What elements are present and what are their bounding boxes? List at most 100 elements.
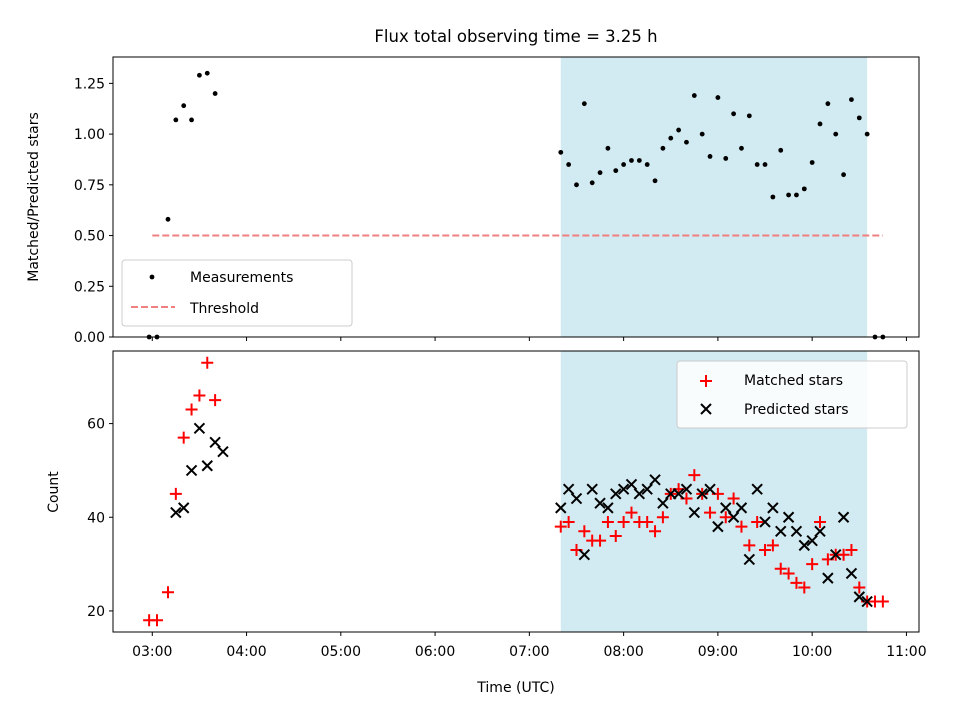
predicted-star-point [767, 502, 779, 514]
measurement-point [558, 149, 564, 155]
top-axes-frame [112, 56, 920, 338]
predicted-star-point [586, 483, 598, 495]
measurement-point [770, 194, 776, 200]
measurement-point [173, 117, 179, 123]
top-y-ticks: 0.00 0.25 0.50 0.75 1.00 1.25 [74, 76, 113, 346]
matched-star-point [814, 515, 827, 528]
matched-star-point [790, 576, 803, 589]
measurement-point [833, 131, 839, 137]
matched-star-point [688, 469, 701, 482]
predicted-star-point [720, 502, 732, 514]
predicted-star-point [759, 516, 771, 528]
predicted-star-point [696, 488, 708, 500]
matched-star-point [727, 492, 740, 505]
measurement-point [189, 117, 194, 123]
predicted-star-point [578, 549, 591, 561]
legend-predicted-marker [700, 403, 712, 415]
predicted-star-point [735, 502, 748, 514]
bottom-legend-box [676, 360, 908, 429]
measurement-point [723, 156, 729, 161]
measurement-point [746, 113, 752, 119]
predicted-star-point [775, 525, 787, 538]
top-y-axis-label: Matched/Predicted stars [26, 112, 42, 282]
measurement-point [794, 192, 799, 198]
matched-star-point [845, 544, 858, 557]
top-legend: Measurements Threshold [121, 259, 353, 327]
bottom-panel: 03:00 04:00 05:00 06:00 07:00 08:00 09:00 10:00… [46, 350, 927, 696]
predicted-star-point [830, 549, 842, 561]
measurement-point [762, 162, 768, 167]
x-tick-label: 11:00 [886, 644, 926, 660]
predicted-star-point [193, 422, 206, 434]
matched-star-point [782, 567, 795, 580]
measurement-point [817, 121, 823, 127]
measurement-point [754, 162, 760, 167]
measurement-point [204, 70, 210, 76]
matched-star-point [594, 534, 607, 547]
top-y-tick-label: 0.25 [74, 279, 105, 295]
bottom-plot-area [143, 356, 889, 627]
measurement-point [731, 111, 737, 117]
matched-star-point [735, 520, 748, 533]
predicted-star-point [861, 595, 873, 608]
matched-star-point [177, 431, 190, 444]
predicted-star-point [680, 483, 693, 495]
matched-star-point [562, 515, 575, 528]
measurement-point [691, 93, 697, 98]
measurement-point [668, 135, 674, 141]
predicted-star-point [625, 478, 638, 491]
x-tick-label: 03:00 [132, 644, 172, 660]
predicted-star-point [751, 483, 763, 495]
bottom-y-ticks: 20 40 60 [87, 417, 113, 620]
matched-star-point [609, 529, 622, 542]
measurement-point [613, 168, 619, 174]
matched-star-point [806, 558, 819, 571]
matched-star-point [193, 389, 206, 402]
matched-star-point [853, 581, 866, 594]
matched-star-point [837, 548, 850, 561]
x-tick-label: 06:00 [415, 644, 455, 660]
measurement-point [621, 162, 627, 167]
matched-star-point [649, 525, 662, 538]
legend-threshold-label: Threshold [189, 301, 259, 317]
measurement-point [197, 72, 202, 78]
matched-star-point [751, 515, 764, 528]
bottom-x-ticks: 03:00 04:00 05:00 06:00 07:00 08:00 09:00 10:00… [132, 632, 927, 660]
top-y-tick-label: 0.00 [74, 330, 105, 346]
matched-star-point [201, 356, 214, 369]
top-legend-box [121, 259, 353, 327]
predicted-star-point [177, 502, 190, 514]
top-x-ticks [151, 337, 907, 341]
measurement-point [629, 158, 634, 163]
matched-star-point [150, 614, 163, 627]
matched-star-point [876, 595, 889, 608]
measurement-point [644, 162, 650, 167]
measurement-point [660, 145, 666, 151]
x-tick-label: 09:00 [698, 644, 738, 660]
predicted-star-point [727, 511, 740, 523]
matched-star-point [209, 394, 222, 407]
matched-star-point [578, 525, 591, 538]
legend-measurements-marker [149, 274, 155, 280]
top-panel: 0.00 0.25 0.50 0.75 1.00 1.25 Flux total obse… [26, 27, 920, 346]
predicted-star-point [798, 539, 811, 552]
matched-star-point [554, 520, 567, 533]
measurement-point [739, 145, 744, 151]
predicted-star-point [845, 567, 858, 580]
measurement-point [715, 95, 721, 100]
x-tick-label: 04:00 [226, 644, 266, 660]
predicted-star-point [672, 488, 685, 500]
predicted-star-point [814, 525, 826, 538]
top-y-tick-label: 0.50 [74, 229, 105, 245]
measurement-point [864, 131, 870, 137]
matched-star-point [656, 511, 669, 524]
matched-star-point [641, 515, 654, 528]
bottom-y-tick-label: 40 [87, 510, 105, 526]
measurement-point [652, 178, 658, 184]
measurement-point [699, 131, 705, 137]
top-y-tick-label: 1.00 [74, 127, 105, 143]
predicted-star-point [782, 511, 795, 523]
matched-star-point [798, 581, 811, 594]
predicted-star-point [209, 436, 221, 449]
